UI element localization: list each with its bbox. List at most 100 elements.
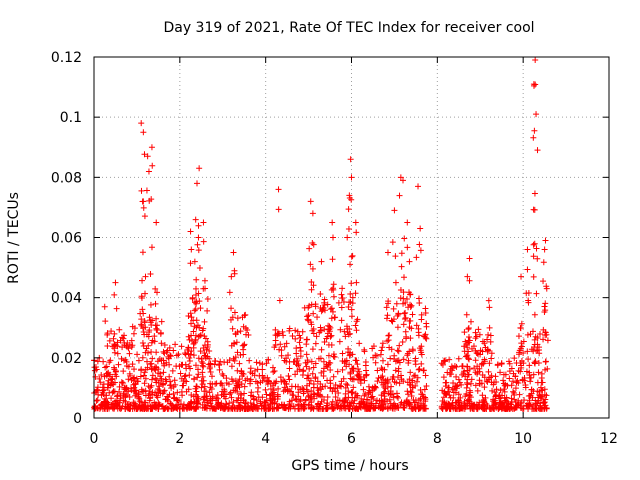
data-point [408, 389, 415, 396]
data-point [418, 351, 425, 358]
data-point [444, 369, 451, 376]
data-point [395, 368, 402, 375]
data-point [238, 391, 245, 398]
data-point [413, 254, 420, 261]
data-point [173, 404, 180, 411]
data-point [227, 316, 234, 323]
data-point [396, 342, 403, 349]
data-point [498, 360, 505, 367]
data-point [335, 299, 342, 306]
data-point [388, 317, 395, 324]
data-point [192, 216, 199, 223]
data-point [416, 405, 423, 412]
data-point [379, 373, 386, 380]
data-point [104, 405, 111, 412]
data-point [201, 383, 208, 390]
data-point [309, 210, 316, 217]
data-point [354, 316, 361, 323]
data-point [299, 328, 306, 335]
data-point [480, 396, 487, 403]
data-point [152, 367, 159, 374]
data-point [304, 388, 311, 395]
x-tick-label: 4 [261, 431, 270, 447]
data-point [281, 343, 288, 350]
data-point [353, 327, 360, 334]
data-point [146, 388, 153, 395]
data-point [116, 399, 123, 406]
data-point [281, 384, 288, 391]
data-point [348, 306, 355, 313]
data-point [349, 394, 356, 401]
data-point [174, 389, 181, 396]
data-point [111, 342, 118, 349]
data-point [540, 259, 547, 266]
data-point [400, 274, 407, 281]
data-point [407, 335, 414, 342]
data-point [261, 405, 268, 412]
data-point [310, 310, 317, 317]
data-point [327, 384, 334, 391]
data-point [465, 348, 472, 355]
data-point [518, 273, 525, 280]
data-point [186, 355, 193, 362]
data-point [256, 360, 263, 367]
data-point [140, 325, 147, 332]
data-point [519, 376, 526, 383]
data-point [441, 358, 448, 365]
data-point [188, 391, 195, 398]
data-point [141, 290, 148, 297]
data-point [293, 345, 300, 352]
data-point [275, 186, 282, 193]
data-point [332, 394, 339, 401]
data-point [340, 299, 347, 306]
data-point [534, 388, 541, 395]
data-point [332, 382, 339, 389]
data-point [359, 398, 366, 405]
data-point [422, 309, 429, 316]
data-point [139, 354, 146, 361]
data-point [338, 291, 345, 298]
data-point [195, 247, 202, 254]
data-point [249, 370, 256, 377]
data-point [532, 57, 539, 64]
data-point [236, 360, 243, 367]
data-point [141, 331, 148, 338]
data-point [302, 397, 309, 404]
data-point [306, 245, 313, 252]
data-point [196, 264, 203, 271]
data-point [104, 370, 111, 377]
data-point [336, 405, 343, 412]
data-point [141, 151, 148, 158]
data-point [305, 402, 312, 409]
data-point [314, 390, 321, 397]
data-point [361, 348, 368, 355]
data-point [465, 333, 472, 340]
data-point [160, 405, 167, 412]
data-point [516, 391, 523, 398]
data-point [409, 311, 416, 318]
data-point [305, 304, 312, 311]
data-point [203, 346, 210, 353]
data-point [276, 297, 283, 304]
data-point [534, 379, 541, 386]
data-point [413, 378, 420, 385]
data-point [344, 382, 351, 389]
data-point [330, 281, 337, 288]
data-point [479, 371, 486, 378]
data-point [536, 391, 543, 398]
data-point [439, 387, 446, 394]
data-point [210, 405, 217, 412]
data-point [286, 387, 293, 394]
data-point [401, 310, 408, 317]
data-point [169, 402, 176, 409]
data-point [121, 342, 128, 349]
data-point [350, 384, 357, 391]
data-point [253, 397, 260, 404]
data-point [422, 372, 429, 379]
data-point [327, 360, 334, 366]
data-point [475, 350, 482, 357]
data-point [439, 398, 446, 405]
data-point [112, 371, 119, 378]
data-point [120, 368, 127, 375]
data-point [304, 375, 311, 382]
